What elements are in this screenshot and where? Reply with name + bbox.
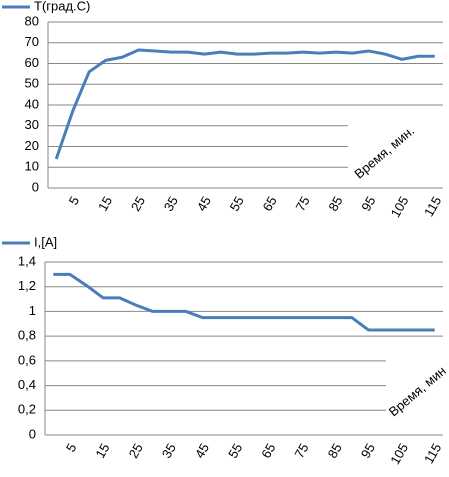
x-tick-label: 115 (421, 441, 444, 466)
x-tick-label: 5 (66, 194, 83, 208)
data-line (54, 48, 435, 160)
y-tick-label: 10 (25, 159, 39, 174)
x-tick-label: 85 (325, 441, 345, 461)
data-line (53, 272, 435, 332)
x-tick-label: 85 (325, 194, 345, 214)
x-tick-label: 75 (292, 194, 312, 214)
y-tick-label: 50 (25, 76, 39, 91)
x-tick-label: 95 (358, 441, 378, 461)
x-tick-label: 25 (128, 194, 148, 214)
x-tick-label: 105 (387, 441, 411, 467)
x-tick-label: 75 (291, 441, 311, 461)
y-tick-label: 0,4 (18, 377, 36, 392)
y-tick-label: 60 (25, 55, 39, 70)
x-tick-label: 15 (95, 194, 115, 214)
y-tick-label: 1,4 (18, 253, 36, 268)
y-tick-label: 20 (25, 138, 39, 153)
x-tick-label: 105 (388, 194, 412, 220)
y-tick-label: 80 (25, 13, 39, 28)
y-tick-label: 1 (29, 303, 36, 318)
x-tick-label: 95 (358, 194, 378, 214)
x-tick-label: 55 (227, 194, 247, 214)
y-tick-label: 0,2 (18, 402, 36, 417)
y-tick-label: 40 (25, 96, 39, 111)
y-tick-label: 0 (29, 426, 36, 441)
y-tick-label: 0 (32, 179, 39, 194)
label-mask (348, 125, 444, 187)
x-tick-label: 35 (161, 194, 181, 214)
legend-label: T(град.С) (34, 0, 90, 13)
y-tick-label: 30 (25, 117, 39, 132)
label-mask (386, 356, 444, 434)
y-tick-label: 0,8 (18, 328, 36, 343)
x-tick-label: 45 (194, 194, 214, 214)
x-tick-label: 35 (159, 441, 179, 461)
y-tick-label: 1,2 (18, 278, 36, 293)
x-tick-label: 15 (92, 441, 112, 461)
y-tick-label: 70 (25, 34, 39, 49)
x-tick-label: 65 (260, 194, 280, 214)
x-tick-label: 115 (421, 194, 444, 219)
x-tick-label: 65 (258, 441, 278, 461)
x-tick-label: 45 (192, 441, 212, 461)
x-tick-label: 5 (63, 441, 80, 455)
x-tick-label: 25 (126, 441, 146, 461)
x-tick-label: 55 (225, 441, 245, 461)
y-tick-label: 0,6 (18, 352, 36, 367)
legend-label: I,[A] (34, 234, 57, 249)
